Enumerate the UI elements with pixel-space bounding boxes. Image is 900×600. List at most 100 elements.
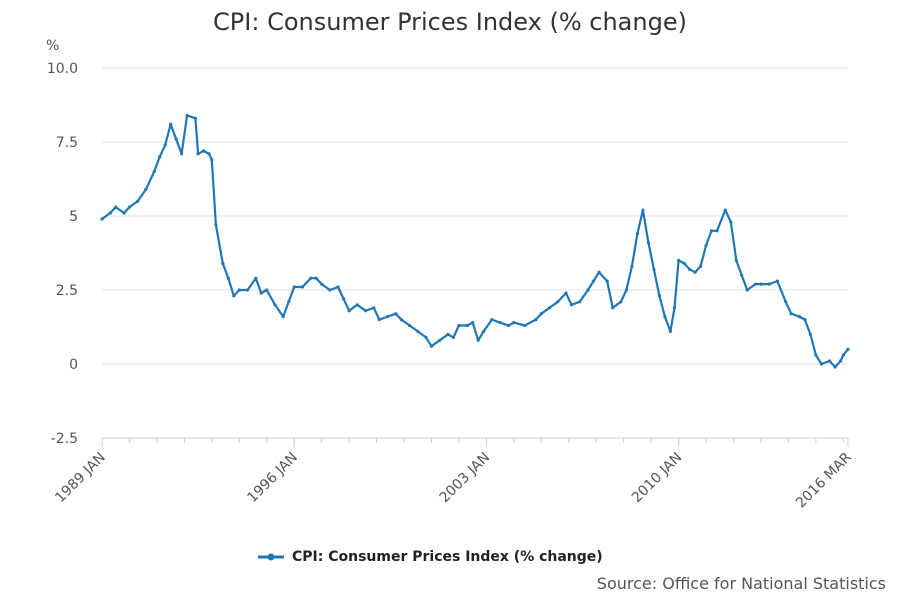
data-point xyxy=(202,149,206,153)
y-tick-label: 5 xyxy=(69,209,78,225)
data-point xyxy=(672,306,677,310)
data-point xyxy=(828,359,832,363)
data-point xyxy=(578,300,582,304)
data-point xyxy=(394,312,398,316)
data-point xyxy=(740,273,744,277)
data-point xyxy=(668,329,673,333)
data-point xyxy=(273,303,277,307)
y-axis-label: % xyxy=(46,38,59,54)
data-point xyxy=(108,211,112,215)
data-point xyxy=(646,241,651,245)
data-point xyxy=(114,205,118,209)
data-point xyxy=(715,229,719,233)
data-point xyxy=(556,300,560,304)
data-point xyxy=(586,288,590,292)
data-point xyxy=(336,285,340,289)
data-point xyxy=(677,258,681,262)
data-point xyxy=(438,338,442,342)
data-point xyxy=(767,282,771,286)
data-point xyxy=(490,318,494,322)
data-point xyxy=(328,288,332,292)
data-point xyxy=(547,306,552,310)
data-point xyxy=(193,116,197,120)
data-point xyxy=(245,288,250,292)
data-point xyxy=(597,270,601,274)
data-point xyxy=(699,264,703,268)
data-point xyxy=(347,309,351,313)
data-point xyxy=(641,208,645,212)
data-point xyxy=(789,312,793,316)
data-point xyxy=(723,208,727,212)
data-point xyxy=(407,323,412,328)
data-point xyxy=(372,306,376,310)
y-tick-label: 7.5 xyxy=(56,135,78,151)
data-point xyxy=(292,285,296,289)
data-point xyxy=(300,285,304,289)
data-point xyxy=(693,270,697,274)
data-point xyxy=(386,315,390,319)
data-point xyxy=(287,300,291,304)
data-point xyxy=(624,288,629,292)
data-point xyxy=(122,211,126,215)
data-point xyxy=(465,323,469,328)
data-point xyxy=(734,258,738,262)
x-tick-label: 2003 JAN xyxy=(437,450,494,507)
data-point xyxy=(180,152,184,156)
data-point xyxy=(652,267,656,271)
data-point xyxy=(429,344,434,348)
data-point xyxy=(424,335,428,339)
data-point xyxy=(281,315,285,319)
data-point xyxy=(591,279,596,283)
data-point xyxy=(226,276,230,280)
data-point xyxy=(619,300,623,304)
data-point xyxy=(657,294,662,298)
data-point xyxy=(605,279,609,283)
series-layer xyxy=(100,113,850,369)
data-point xyxy=(309,276,313,280)
data-point xyxy=(506,323,510,328)
data-point xyxy=(416,329,420,333)
data-point xyxy=(833,365,837,369)
data-point xyxy=(265,288,269,292)
data-point xyxy=(158,155,162,159)
data-point xyxy=(196,152,200,156)
data-point xyxy=(144,187,148,191)
data-point xyxy=(846,347,850,351)
data-point xyxy=(377,318,381,322)
data-point xyxy=(688,267,692,271)
data-point xyxy=(841,353,845,357)
data-point xyxy=(169,122,173,126)
y-tick-label: 0 xyxy=(69,357,78,373)
y-tick-label: -2.5 xyxy=(51,431,78,447)
data-point xyxy=(784,300,788,304)
y-tick-label: 2.5 xyxy=(56,283,78,299)
chart-title: CPI: Consumer Prices Index (% change) xyxy=(213,8,687,36)
data-point xyxy=(163,143,167,147)
data-point xyxy=(364,309,368,313)
data-point xyxy=(775,279,780,283)
data-point xyxy=(635,232,640,236)
data-point xyxy=(611,306,615,310)
data-point xyxy=(476,338,480,342)
data-point xyxy=(342,297,346,301)
data-point xyxy=(254,276,258,280)
data-point xyxy=(221,261,225,265)
data-point xyxy=(136,199,140,203)
data-point xyxy=(808,332,813,336)
data-point xyxy=(745,288,749,292)
data-point xyxy=(185,113,189,117)
data-point xyxy=(482,329,486,333)
data-point xyxy=(237,288,241,292)
data-point xyxy=(663,315,667,319)
data-point xyxy=(314,276,318,280)
data-point xyxy=(320,282,324,286)
x-tick-label: 2010 JAN xyxy=(629,450,686,507)
data-point xyxy=(100,217,104,221)
data-point xyxy=(498,321,502,325)
data-point xyxy=(512,321,516,325)
data-point xyxy=(569,303,574,307)
data-point xyxy=(152,170,156,174)
x-tick-label: 2016 MAR xyxy=(793,449,855,511)
data-point xyxy=(446,332,450,336)
